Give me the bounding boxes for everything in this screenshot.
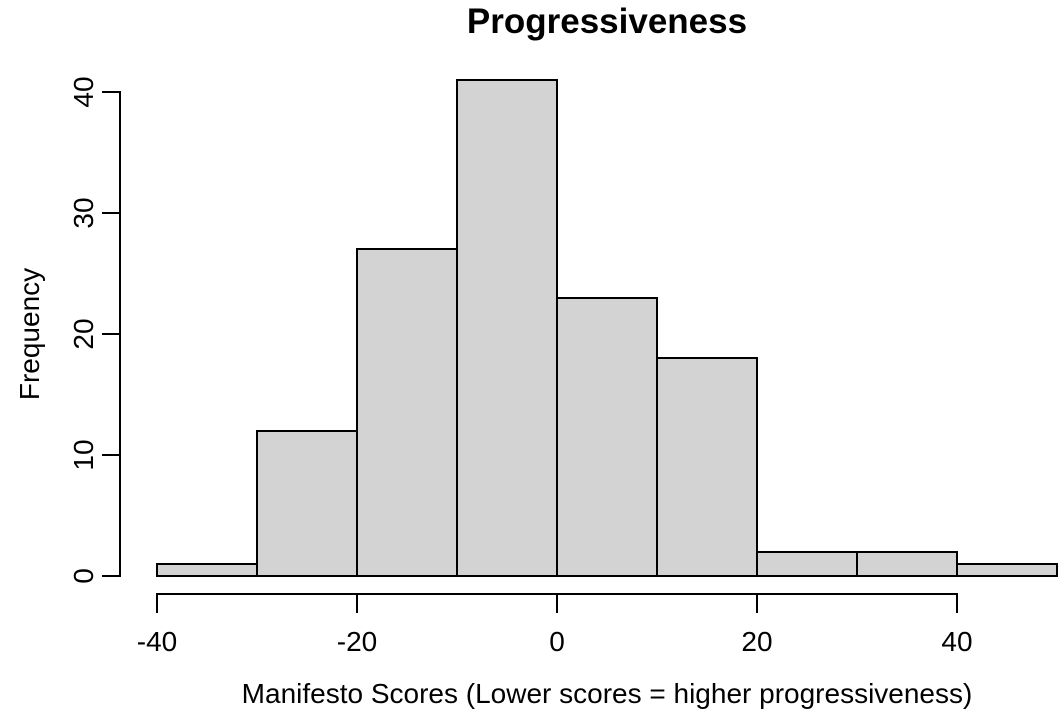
x-tick-label: 40 bbox=[941, 626, 973, 657]
histogram-bar bbox=[956, 562, 1058, 577]
x-tick-label: -20 bbox=[336, 626, 378, 657]
histogram-bar bbox=[356, 248, 458, 577]
x-tick bbox=[956, 593, 958, 613]
y-tick-label: 30 bbox=[68, 197, 99, 229]
y-tick-label: 0 bbox=[68, 568, 99, 584]
histogram-bar bbox=[756, 550, 858, 577]
y-axis-title: Frequency bbox=[14, 267, 45, 401]
histogram-bar bbox=[156, 562, 258, 577]
x-axis-title: Manifesto Scores (Lower scores = higher … bbox=[241, 678, 973, 709]
y-tick bbox=[102, 212, 121, 214]
histogram-bar bbox=[856, 550, 958, 577]
x-tick bbox=[556, 593, 558, 613]
y-tick bbox=[102, 333, 121, 335]
x-tick bbox=[756, 593, 758, 613]
histogram-bar bbox=[456, 78, 558, 577]
x-tick-label: -40 bbox=[136, 626, 178, 657]
y-tick bbox=[102, 91, 121, 93]
x-tick-label: 0 bbox=[549, 626, 565, 657]
x-tick-label: 20 bbox=[741, 626, 773, 657]
y-tick-label: 20 bbox=[68, 318, 99, 350]
y-tick-label: 40 bbox=[68, 76, 99, 108]
histogram-bar bbox=[656, 357, 758, 577]
histogram-bar bbox=[256, 429, 358, 577]
y-tick bbox=[102, 575, 121, 577]
y-tick bbox=[102, 454, 121, 456]
x-tick bbox=[156, 593, 158, 613]
y-tick-label: 10 bbox=[68, 439, 99, 471]
histogram-bar bbox=[556, 296, 658, 577]
x-tick bbox=[356, 593, 358, 613]
chart-title: Progressiveness bbox=[466, 2, 748, 41]
